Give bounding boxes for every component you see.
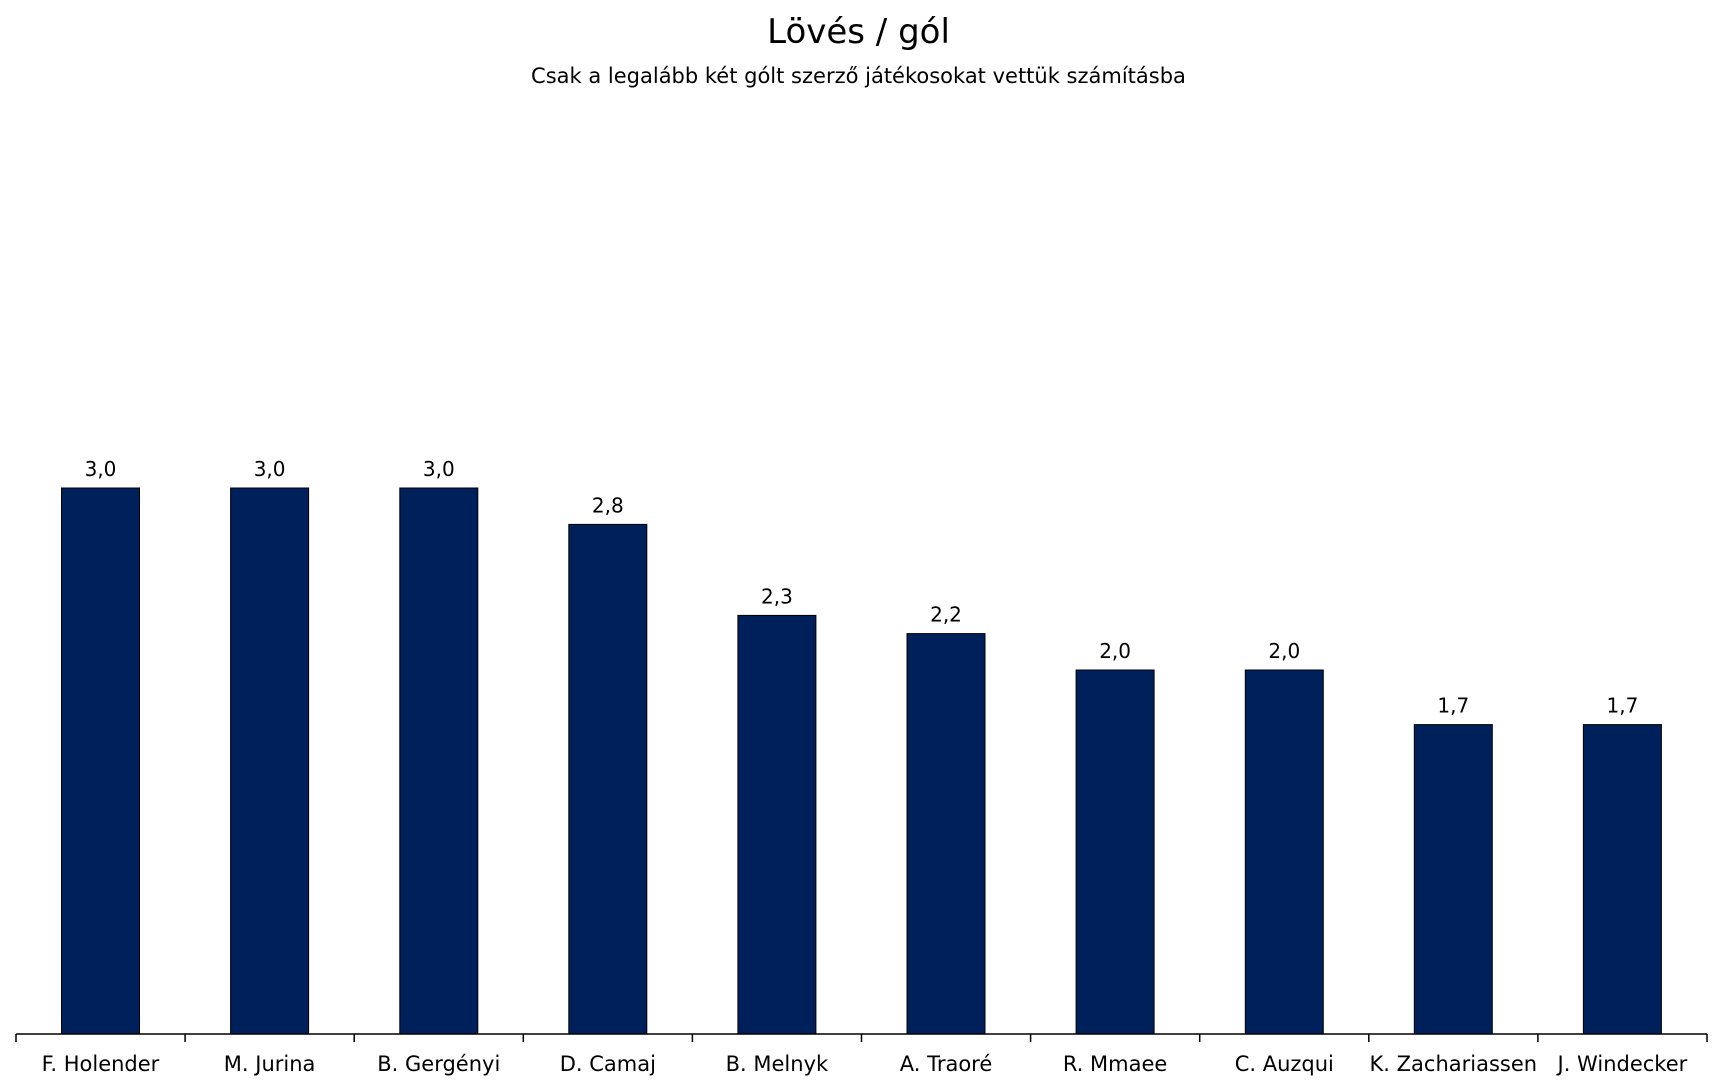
x-tick-label-8: K. Zachariassen — [1370, 1052, 1538, 1076]
bar-value-label-3: 2,8 — [592, 493, 624, 517]
bar-0 — [61, 487, 140, 1035]
bar-7 — [1244, 669, 1324, 1035]
x-tick-label-4: B. Melnyk — [726, 1052, 829, 1076]
chart-subtitle: Csak a legalább két gólt szerző játékoso… — [531, 64, 1186, 88]
bar-value-label-1: 3,0 — [254, 457, 286, 481]
bar-6 — [1075, 669, 1155, 1035]
bar-value-label-2: 3,0 — [423, 457, 455, 481]
bars-group — [61, 487, 1662, 1035]
x-tick-label-1: M. Jurina — [224, 1052, 316, 1076]
bar-value-label-8: 1,7 — [1437, 694, 1469, 718]
bar-1 — [230, 487, 310, 1035]
x-tick-label-3: D. Camaj — [560, 1052, 656, 1076]
value-labels-group: 3,0 3,0 3,0 2,8 2,3 2,2 2,0 2,0 1,7 1,7 — [85, 457, 1639, 718]
bar-3 — [568, 523, 648, 1035]
bar-9 — [1582, 724, 1662, 1035]
bar-2 — [399, 487, 479, 1035]
bar-value-label-9: 1,7 — [1606, 694, 1638, 718]
bar-value-label-6: 2,0 — [1099, 639, 1131, 663]
x-tick-label-9: J. Windecker — [1556, 1052, 1688, 1076]
x-tick-label-2: B. Gergényi — [377, 1052, 500, 1076]
bar-value-label-7: 2,0 — [1268, 639, 1300, 663]
x-tick-label-7: C. Auzqui — [1235, 1052, 1334, 1076]
bar-5 — [906, 633, 986, 1035]
x-tick-label-5: A. Traoré — [900, 1052, 993, 1076]
x-tick-label-6: R. Mmaee — [1063, 1052, 1167, 1076]
bar-value-label-5: 2,2 — [930, 603, 962, 627]
x-tick-label-0: F. Holender — [42, 1052, 160, 1076]
bar-value-label-4: 2,3 — [761, 584, 793, 608]
chart-title: Lövés / gól — [767, 12, 950, 52]
bar-8 — [1413, 724, 1493, 1035]
bar-4 — [737, 614, 817, 1035]
bar-value-label-0: 3,0 — [85, 457, 117, 481]
x-axis: F. Holender M. Jurina B. Gergényi D. Camaj B… — [15, 1033, 1708, 1076]
